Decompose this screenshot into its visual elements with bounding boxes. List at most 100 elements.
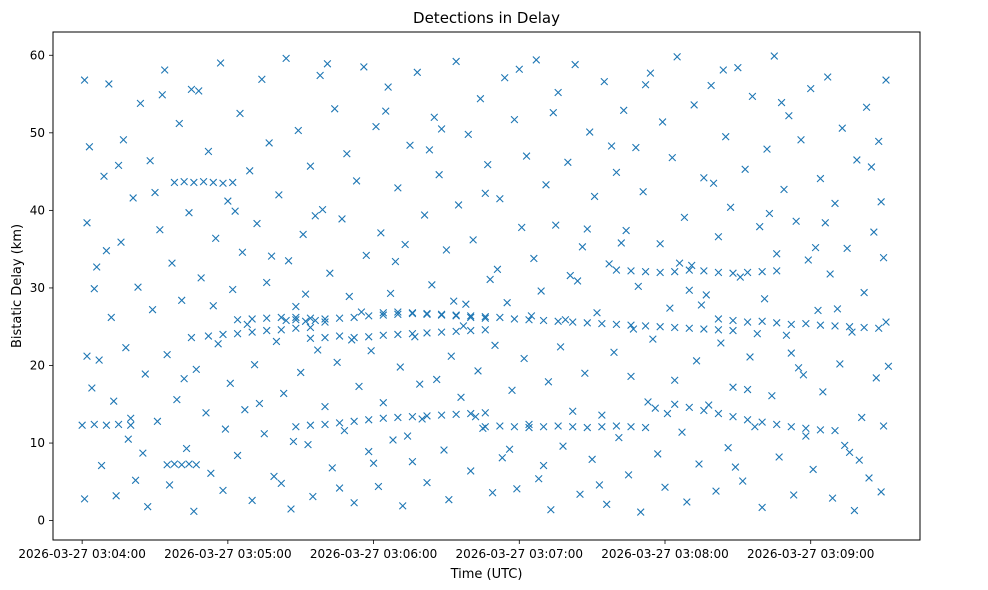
detection-marker <box>275 191 283 199</box>
track-detection-marker <box>292 313 300 322</box>
track-detection-marker <box>187 333 196 342</box>
detection-marker <box>289 437 298 446</box>
track-detection-marker <box>831 426 839 435</box>
detection-marker <box>333 358 341 367</box>
detection-marker <box>879 253 888 262</box>
detection-marker <box>440 446 448 454</box>
detection-marker <box>377 229 385 237</box>
detection-marker <box>709 179 718 188</box>
detection-marker <box>877 198 885 206</box>
track-detection-marker <box>379 311 388 319</box>
detection-marker <box>330 104 339 113</box>
detection-marker <box>675 259 684 267</box>
track-detection-marker <box>496 313 504 322</box>
detection-marker <box>350 498 358 507</box>
detection-marker <box>216 59 225 67</box>
detection-marker <box>483 160 492 169</box>
detection-marker <box>369 459 378 468</box>
x-tick-label: 2026-03-27 03:08:00 <box>601 547 728 561</box>
detection-marker <box>294 126 303 135</box>
track-detection-marker <box>539 316 548 325</box>
detection-marker <box>360 63 368 71</box>
track-detection-marker <box>700 325 708 333</box>
detection-marker <box>207 469 215 478</box>
detection-marker <box>282 54 290 63</box>
track-detection-marker <box>364 312 373 320</box>
track-detection-marker <box>787 320 796 329</box>
detection-marker <box>136 99 145 108</box>
track-detection-marker <box>466 326 475 335</box>
detection-marker <box>534 474 543 483</box>
detection-marker <box>821 219 830 227</box>
track-detection-marker <box>525 423 533 432</box>
detection-marker <box>724 443 732 452</box>
track-detection-marker <box>845 322 854 331</box>
detection-marker <box>632 143 640 152</box>
detection-marker <box>860 288 868 297</box>
track-detection-marker <box>481 314 490 322</box>
track-detection-marker <box>539 422 548 431</box>
detection-marker <box>80 495 89 503</box>
track-detection-marker <box>321 318 329 326</box>
detection-marker <box>214 339 222 348</box>
detection-marker <box>389 436 397 444</box>
track-detection-marker <box>335 419 344 427</box>
track-detection-marker <box>423 412 431 420</box>
detection-marker <box>583 225 592 233</box>
detection-marker <box>717 339 725 347</box>
detection-marker <box>743 385 752 394</box>
detection-marker <box>882 76 890 84</box>
detection-marker <box>153 417 162 426</box>
y-tick-label: 10 <box>30 436 45 450</box>
track-detection-marker <box>743 318 752 326</box>
detection-marker <box>683 498 691 506</box>
detection-marker <box>248 496 256 505</box>
detection-marker <box>177 296 186 305</box>
track-detection-marker <box>262 314 271 322</box>
plot-frame <box>52 31 921 541</box>
detection-marker <box>469 236 477 244</box>
detection-marker <box>619 106 628 115</box>
track-detection-marker <box>714 409 723 418</box>
detection-marker <box>505 445 514 454</box>
track-detection-marker <box>423 309 431 318</box>
detection-marker <box>770 52 779 60</box>
track-detection-marker <box>335 332 344 340</box>
detection-marker <box>607 142 616 150</box>
track-detection-marker <box>656 322 664 331</box>
track-detection-marker <box>612 422 621 430</box>
detection-marker <box>109 397 118 405</box>
detection-marker <box>194 87 203 95</box>
track-detection-marker <box>408 412 417 421</box>
detection-marker <box>639 187 647 196</box>
detection-marker <box>678 428 686 436</box>
detection-marker <box>233 451 242 460</box>
detection-marker <box>559 442 567 450</box>
detection-marker <box>503 298 511 307</box>
detection-marker <box>595 481 604 489</box>
track-detection-marker <box>452 327 460 336</box>
track-detection-marker <box>292 315 300 324</box>
detection-marker <box>262 278 271 287</box>
detection-marker <box>454 201 463 209</box>
track-detection-marker <box>204 332 213 340</box>
track-detection-marker <box>126 421 135 430</box>
detection-marker <box>190 507 198 516</box>
detection-marker <box>746 353 754 361</box>
track-detection-marker <box>685 324 694 333</box>
track-detection-marker <box>641 423 650 432</box>
detection-marker <box>884 362 893 371</box>
track-detection-marker <box>554 317 562 326</box>
detection-marker <box>156 225 164 234</box>
track-detection-marker <box>772 319 781 327</box>
detection-marker <box>775 453 783 461</box>
x-tick-label: 2026-03-27 03:04:00 <box>18 547 145 561</box>
detection-marker <box>551 221 560 229</box>
detection-marker <box>175 119 184 128</box>
detection-marker <box>481 189 490 198</box>
track-detection-marker <box>102 421 111 430</box>
y-tick-label: 30 <box>30 281 45 295</box>
detection-marker <box>459 322 468 330</box>
detection-marker <box>445 495 453 504</box>
